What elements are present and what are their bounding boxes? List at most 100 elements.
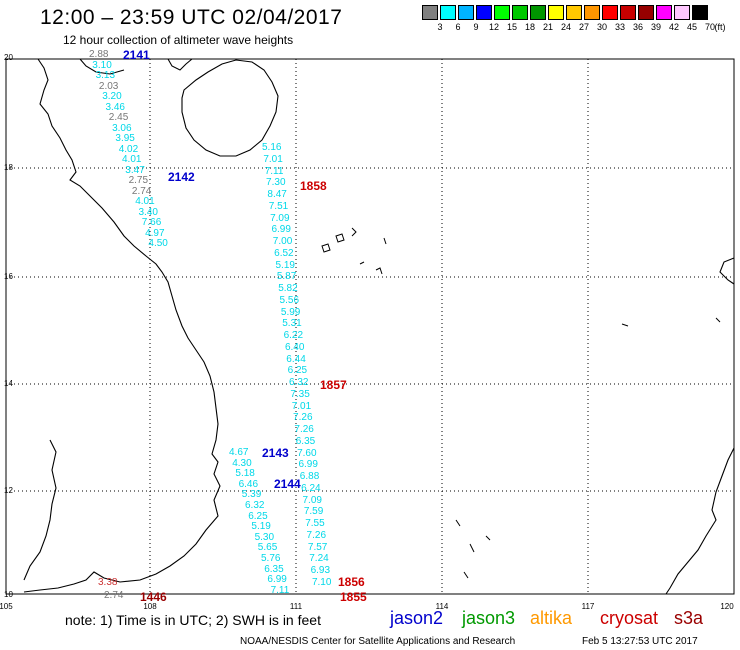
graticule [6, 59, 734, 594]
lon-label-111: 111 [289, 602, 303, 611]
colorbar-swatch [692, 5, 708, 20]
lon-label-108: 108 [143, 602, 157, 611]
lon-label-114: 114 [435, 602, 449, 611]
wave-height-value: 4.30 [232, 457, 252, 469]
wave-height-value: 7.11 [270, 584, 290, 596]
lon-label-120: 120 [720, 602, 734, 611]
wave-height-value: 6.22 [283, 330, 304, 341]
wave-height-value: 3.47 [125, 164, 145, 176]
legend-s3a: s3a [674, 608, 704, 628]
pass-label-2144: 2144 [274, 477, 301, 491]
wave-height-value: 6.25 [287, 365, 308, 377]
colorbar-label: 30 [596, 22, 607, 32]
colorbar-swatch [566, 5, 582, 20]
wave-height-value: 5.31 [282, 318, 302, 330]
wave-height-value: 6.32 [245, 500, 265, 511]
colorbar-label: 15 [506, 22, 517, 32]
pass-label-1857: 1857 [320, 378, 347, 392]
lat-label-12: 12 [4, 486, 13, 495]
leizhou-coastline [167, 58, 193, 71]
wave-height-value: 7.26 [293, 412, 313, 424]
colorbar-swatch [440, 5, 456, 20]
wave-height-value: 2.74 [131, 185, 152, 197]
wave-height-value: 2.88 [89, 49, 109, 60]
wave-height-value: 7.59 [303, 506, 324, 518]
wave-height-value: 6.52 [274, 247, 294, 259]
colorbar-swatch [620, 5, 636, 20]
wave-height-value: 6.99 [298, 459, 318, 471]
lon-label-117: 117 [581, 602, 595, 611]
wave-height-value: 3.40 [138, 206, 158, 218]
colorbar-label: 18 [524, 22, 535, 32]
wave-height-value: 7.09 [270, 212, 290, 224]
colorbar-swatch [422, 5, 438, 20]
wave-height-value: 8.47 [267, 189, 287, 200]
colorbar-label: 3 [437, 22, 443, 32]
colorbar-label: 45 [686, 22, 697, 32]
spratly-islands [455, 317, 721, 579]
wave-height-value: 4.97 [145, 227, 165, 239]
wave-height-value: 7.57 [307, 541, 328, 553]
legend-altika: altika [530, 608, 573, 628]
wave-height-value: 3.13 [95, 70, 116, 81]
wave-height-value: 7.24 [309, 553, 329, 565]
wave-height-value: 5.19 [275, 259, 295, 271]
cambodia-coastline [23, 439, 57, 581]
wave-height-value: 2.45 [108, 112, 129, 123]
wave-height-value: 4.02 [118, 143, 139, 155]
colorbar-swatch [512, 5, 528, 20]
footnote: note: 1) Time is in UTC; 2) SWH is in fe… [65, 612, 321, 628]
lon-label-105: 105 [0, 602, 13, 611]
wave-height-value: 6.93 [310, 565, 331, 576]
colorbar-label: 42 [668, 22, 679, 32]
legend-jason2: jason2 [390, 608, 444, 628]
colorbar-swatch [638, 5, 654, 20]
wave-height-value: 3.38 [98, 577, 118, 588]
colorbar-label: 70 [704, 22, 715, 32]
wave-height-value: 6.99 [267, 574, 287, 586]
wave-height-value: 4.67 [229, 447, 249, 458]
pass-label-1856: 1856 [338, 575, 365, 589]
credit-line: NOAA/NESDIS Center for Satellite Applica… [240, 636, 516, 647]
colorbar-swatch [584, 5, 600, 20]
pass-label-2142: 2142 [168, 170, 195, 184]
wave-height-value: 2.03 [98, 80, 119, 92]
legend-jason3: jason3 [462, 608, 516, 628]
lat-label-10: 10 [4, 590, 13, 599]
wave-height-value: 7.60 [297, 447, 317, 459]
colorbar-label: 33 [614, 22, 625, 32]
wave-height-value: 6.32 [289, 377, 309, 388]
lat-label-14: 14 [4, 379, 13, 388]
colorbar-swatch [494, 5, 510, 20]
wave-height-value: 7.55 [305, 518, 325, 529]
colorbar-label: 27 [578, 22, 589, 32]
wave-height-value: 4.50 [148, 238, 168, 249]
wave-height-value: 7.30 [266, 177, 286, 189]
colorbar-swatch [476, 5, 492, 20]
wave-height-value: 5.76 [261, 553, 281, 564]
wave-height-value: 7.01 [291, 400, 312, 412]
paracel-islands [321, 227, 387, 275]
wave-height-value: 7.00 [272, 236, 293, 247]
wave-height-value: 6.25 [248, 510, 268, 522]
wave-height-value: 3.20 [102, 91, 122, 102]
mindoro-palawan-coastline [665, 447, 735, 595]
wave-height-value: 5.99 [280, 306, 301, 318]
wave-height-value: 5.65 [257, 542, 278, 554]
wave-height-value: 5.18 [235, 468, 255, 480]
wave-height-colorbar: 3 6 9 12 15 18 21 24 27 30 33 36 39 42 45 70 (ft) [422, 5, 728, 33]
colorbar-unit: (ft) [714, 22, 726, 32]
colorbar-swatch [674, 5, 690, 20]
wave-height-value: 7.66 [141, 217, 162, 228]
colorbar-label: 9 [473, 22, 479, 32]
colorbar-label: 12 [488, 22, 499, 32]
wave-height-value: 5.19 [251, 521, 271, 533]
wave-height-value: 5.30 [254, 531, 275, 543]
wave-height-value: 6.44 [286, 353, 306, 365]
map-frame [5, 58, 735, 595]
colorbar-swatch [530, 5, 546, 20]
colorbar-swatch [548, 5, 564, 20]
wave-height-value: 5.39 [241, 489, 262, 501]
generated-timestamp: Feb 5 13:27:53 UTC 2017 [582, 636, 698, 647]
wave-height-value: 4.01 [122, 154, 142, 165]
